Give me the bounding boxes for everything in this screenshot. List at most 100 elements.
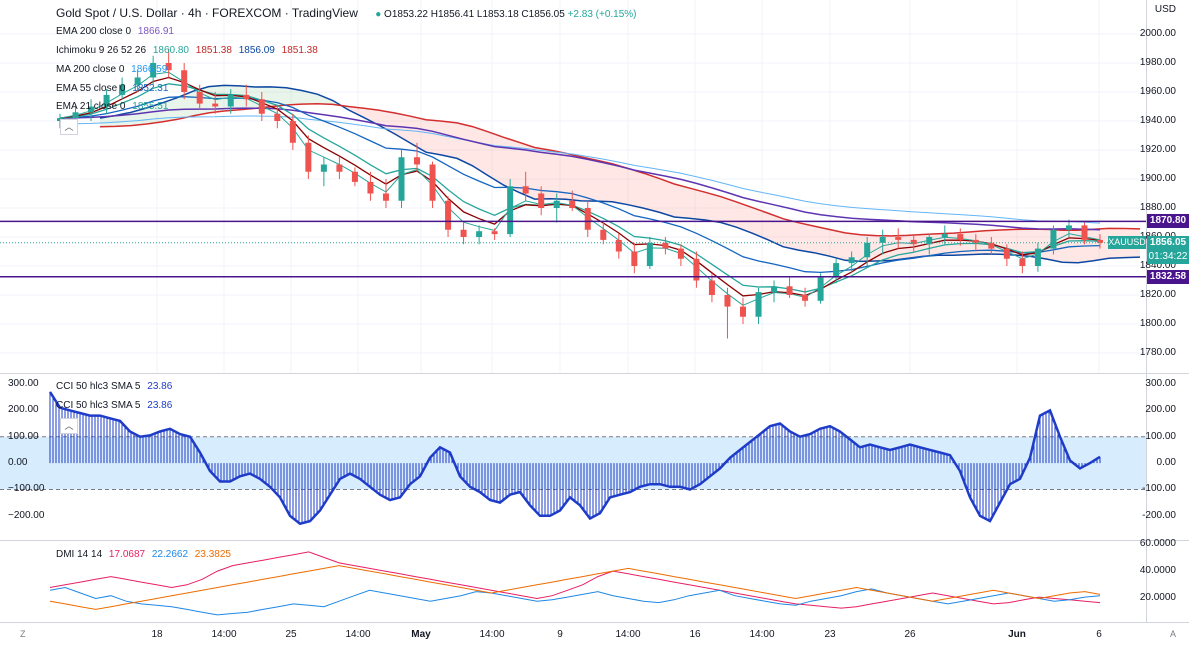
legend-ema21[interactable]: EMA 21 close 0 1855.51 — [56, 101, 172, 112]
ichimoku-cloud-segment — [534, 147, 551, 200]
candle-body — [926, 237, 933, 245]
price-axis-label: 1900.00 — [1139, 173, 1176, 184]
candle-body — [553, 200, 560, 208]
legend-dmi-plus: 17.0687 — [108, 549, 146, 560]
ichimoku-cloud-segment — [736, 201, 752, 234]
auto-scale-button[interactable]: A — [1170, 629, 1177, 639]
ichimoku-cloud-segment — [720, 196, 737, 228]
ichimoku-cloud-segment — [798, 222, 815, 253]
candle-body — [739, 306, 746, 317]
cci-axis-label: 0.00 — [1156, 457, 1176, 469]
ichimoku-cloud-segment — [596, 160, 613, 202]
candle-body — [584, 208, 591, 230]
price-axis-label: 1880.00 — [1139, 202, 1176, 213]
candle-body — [305, 142, 312, 172]
legend-cci-2-value: 23.86 — [147, 400, 173, 411]
candle-body — [600, 229, 607, 240]
legend-ema200[interactable]: EMA 200 close 0 1866.91 — [56, 26, 178, 37]
legend-cci-2[interactable]: CCI 50 hlc3 SMA 5 23.86 — [56, 400, 176, 411]
candle-body — [802, 295, 809, 301]
dmi-minus-line — [49, 586, 1101, 616]
cci-chart[interactable] — [0, 374, 1146, 540]
main-price-pane[interactable] — [0, 0, 1146, 373]
candle-body — [631, 251, 638, 266]
zoom-reset-button[interactable]: Z — [20, 629, 26, 639]
legend-dmi-label: DMI 14 14 — [56, 549, 103, 560]
price-chart[interactable] — [0, 0, 1146, 373]
legend-ma200[interactable]: MA 200 close 0 1866.59 — [56, 64, 171, 75]
cci-axis-label: 200.00 — [1145, 404, 1176, 416]
dmi-plus-line — [49, 551, 1101, 609]
cci-left-axis: 300.00 200.00 100.00 0.00 −100.00 −200.00 — [0, 374, 46, 540]
legend-ema55[interactable]: EMA 55 close 0 1852.31 — [56, 83, 172, 94]
price-axis-label: 1780.00 — [1139, 347, 1176, 358]
market-status-icon: ● — [375, 9, 382, 20]
candle-body — [243, 94, 250, 100]
price-axis-label: 1980.00 — [1139, 57, 1176, 68]
candle-body — [817, 277, 824, 301]
candle-body — [491, 231, 498, 235]
legend-dmi[interactable]: DMI 14 14 17.0687 22.2662 23.3825 — [56, 549, 235, 560]
legend-ema21-value: 1855.51 — [132, 101, 169, 112]
legend-ma200-value: 1866.59 — [131, 64, 168, 75]
ichimoku-cloud-segment — [363, 108, 380, 126]
candle-body — [941, 234, 948, 237]
ichimoku-cloud-segment — [643, 173, 659, 213]
time-axis-label: 23 — [824, 629, 836, 640]
pane-divider[interactable] — [0, 540, 1189, 541]
ichimoku-cloud-segment — [829, 229, 846, 261]
price-axis-label: 1800.00 — [1139, 318, 1176, 329]
ichimoku-cloud-segment — [612, 163, 628, 205]
dmi-axis[interactable]: 60.0000 40.0000 20.0000 — [1140, 538, 1189, 622]
ichimoku-cloud-segment — [782, 218, 799, 251]
legend-ema200-value: 1866.91 — [137, 26, 174, 37]
candle-body — [677, 248, 684, 259]
legend-ichimoku-label: Ichimoku 9 26 52 26 — [56, 45, 147, 56]
price-axis-label: 1940.00 — [1139, 115, 1176, 126]
dmi-pane[interactable] — [0, 541, 1146, 621]
cci-pane[interactable] — [0, 374, 1146, 540]
legend-ichimoku[interactable]: Ichimoku 9 26 52 26 1860.80 1851.38 1856… — [56, 45, 322, 56]
candle-body — [724, 295, 731, 307]
time-axis[interactable]: 18 14:00 25 14:00 May 14:00 9 14:00 16 14:00 23 26 J… — [0, 622, 1189, 646]
candle-body — [351, 171, 358, 182]
legend-ema55-value: 1852.31 — [132, 83, 169, 94]
cci-legend-collapse-button[interactable]: ︿ — [60, 418, 78, 434]
ichimoku-cloud-segment — [550, 150, 566, 200]
candle-body — [72, 112, 79, 119]
candle-body — [864, 242, 871, 258]
dmi-adx-line — [49, 565, 1101, 610]
price-axis[interactable]: USD 2000.00 1980.00 1960.00 1940.00 1920.00 1… — [1140, 0, 1189, 373]
candle-body — [988, 242, 995, 249]
legend-cci-2-label: CCI 50 hlc3 SMA 5 — [56, 400, 141, 411]
legend-collapse-button[interactable]: ︿ — [60, 119, 78, 135]
time-axis-label: May — [411, 629, 431, 640]
ichimoku-cloud-segment — [457, 122, 473, 166]
cci-axis[interactable]: 300.00 200.00 100.00 0.00 -100.00 -200.00 — [1142, 374, 1189, 540]
symbol-title[interactable]: Gold Spot / U.S. Dollar · 4h · FOREXCOM … — [56, 6, 358, 20]
ichimoku-cloud-segment — [317, 94, 333, 105]
candle-body — [382, 193, 389, 201]
price-axis-label: 1960.00 — [1139, 86, 1176, 97]
low-value: L1853.18 — [476, 9, 519, 20]
ichimoku-cloud-segment — [286, 87, 302, 105]
candle-body — [181, 70, 188, 92]
dmi-axis-label: 40.0000 — [1139, 565, 1176, 577]
candle-body — [910, 239, 917, 245]
legend-cci-1[interactable]: CCI 50 hlc3 SMA 5 23.86 — [56, 381, 176, 392]
candle-body — [103, 94, 110, 107]
bar-countdown: 01:34:22 — [1147, 249, 1189, 264]
ichimoku-cloud-segment — [565, 153, 582, 201]
dmi-chart[interactable] — [0, 541, 1146, 621]
time-axis-label: 9 — [557, 629, 563, 640]
dmi-axis-label: 60.0000 — [1139, 537, 1176, 549]
candle-body — [88, 106, 95, 113]
ichimoku-cloud-segment — [177, 91, 194, 120]
currency-label: USD — [1154, 4, 1176, 15]
dmi-axis-label: 20.0000 — [1139, 592, 1176, 604]
legend-ichimoku-lead2: 1851.38 — [281, 45, 318, 56]
legend-ema55-label: EMA 55 close 0 — [56, 83, 126, 94]
cci-left-axis-label: 300.00 — [8, 378, 39, 389]
candle-body — [336, 164, 343, 172]
pane-divider[interactable] — [0, 373, 1189, 374]
